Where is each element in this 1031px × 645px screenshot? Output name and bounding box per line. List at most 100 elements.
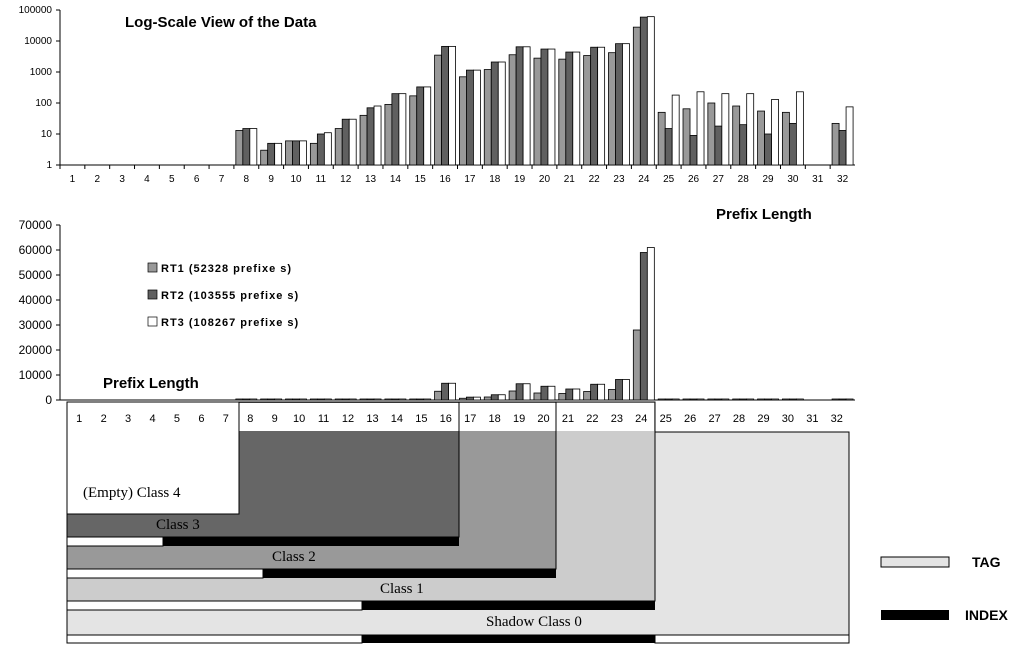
top-bar-series-2 xyxy=(292,140,300,166)
diagram-prefix-number: 18 xyxy=(489,413,501,425)
top-bar-series-3 xyxy=(348,118,357,166)
mid-bar-series-1 xyxy=(533,392,542,401)
top-y-tick-label: 10 xyxy=(41,129,53,140)
top-x-tick-label: 30 xyxy=(787,174,799,185)
top-x-tick-label: 16 xyxy=(440,174,452,185)
diagram-prefix-number: 13 xyxy=(366,413,378,425)
mid-y-tick-label: 40000 xyxy=(19,293,53,307)
top-y-tick-label: 10000 xyxy=(24,36,52,47)
class-4-label: (Empty) Class 4 xyxy=(83,485,181,501)
diagram-prefix-number: 31 xyxy=(806,413,818,425)
diagram-prefix-number: 12 xyxy=(342,413,354,425)
top-bar-series-3 xyxy=(398,93,407,166)
top-bar-series-3 xyxy=(448,45,456,166)
top-bar-series-2 xyxy=(366,107,375,166)
top-bar-series-1 xyxy=(757,110,765,166)
top-bar-series-3 xyxy=(249,128,258,166)
top-bar-series-2 xyxy=(466,69,474,166)
tag-key-label: TAG xyxy=(972,554,1001,570)
top-bar-series-1 xyxy=(409,95,418,166)
mid-bar-series-3 xyxy=(597,383,606,401)
legend-label-rt3: RT3 (108267 prefixe s) xyxy=(161,317,299,329)
class-1-index-bar xyxy=(362,601,655,610)
diagram-prefix-number: 4 xyxy=(149,413,155,425)
mid-bar-series-3 xyxy=(771,398,779,401)
top-x-tick-label: 1 xyxy=(70,174,76,185)
top-bar-series-2 xyxy=(714,125,723,166)
class-2-label: Class 2 xyxy=(272,549,316,565)
top-x-tick-label: 20 xyxy=(539,174,551,185)
diagram-prefix-number: 29 xyxy=(757,413,769,425)
diagram-prefix-number: 23 xyxy=(611,413,623,425)
top-bar-series-2 xyxy=(341,118,350,166)
top-bar-series-1 xyxy=(558,58,567,166)
mid-y-tick-label: 20000 xyxy=(19,343,53,357)
top-bar-series-3 xyxy=(671,94,680,166)
top-bar-series-2 xyxy=(565,51,574,166)
top-bar-series-3 xyxy=(646,16,655,166)
top-bar-series-3 xyxy=(547,48,556,166)
top-bar-series-1 xyxy=(533,57,542,166)
index-key-swatch xyxy=(881,610,949,620)
mid-bar-series-2 xyxy=(366,398,375,401)
mid-bar-series-3 xyxy=(373,398,382,401)
mid-bar-series-1 xyxy=(508,390,517,401)
diagram-prefix-number: 24 xyxy=(635,413,647,425)
mid-bar-series-1 xyxy=(260,398,269,401)
mid-bar-series-3 xyxy=(323,398,332,401)
diagram-prefix-number: 28 xyxy=(733,413,745,425)
class-0-index-bar xyxy=(362,635,655,643)
class-3-index-bar xyxy=(163,537,459,546)
top-bar-series-3 xyxy=(771,99,779,166)
mid-bar-series-2 xyxy=(714,398,723,401)
mid-bar-series-1 xyxy=(309,398,318,401)
top-y-tick-label: 1000 xyxy=(30,67,53,78)
tag-key-swatch xyxy=(880,556,950,568)
mid-bar-series-2 xyxy=(242,398,251,401)
top-bar-series-2 xyxy=(391,93,400,166)
top-x-tick-label: 25 xyxy=(663,174,675,185)
mid-bar-series-2 xyxy=(590,383,599,401)
diagram-prefix-number: 6 xyxy=(198,413,204,425)
mid-bar-series-2 xyxy=(689,398,698,401)
mid-bar-series-2 xyxy=(788,398,797,401)
mid-bar-series-3 xyxy=(398,398,407,401)
diagram-prefix-number: 2 xyxy=(101,413,107,425)
mid-bar-series-1 xyxy=(608,389,616,401)
mid-bar-series-2 xyxy=(341,398,350,401)
top-bar-series-1 xyxy=(483,69,492,166)
mid-bar-series-3 xyxy=(572,388,581,401)
top-x-tick-label: 29 xyxy=(762,174,774,185)
mid-y-tick-label: 50000 xyxy=(19,268,53,282)
top-bar-series-2 xyxy=(316,133,325,166)
diagram-prefix-number: 32 xyxy=(831,413,843,425)
diagram-prefix-number: 1 xyxy=(76,413,82,425)
diagram-prefix-number: 21 xyxy=(562,413,574,425)
diagram-prefix-number: 9 xyxy=(272,413,278,425)
mid-bar-series-2 xyxy=(838,398,847,401)
legend-swatch-rt1 xyxy=(147,262,158,273)
top-bar-series-1 xyxy=(235,130,244,166)
mid-bar-series-2 xyxy=(515,383,524,401)
mid-bar-series-3 xyxy=(348,398,357,401)
diagram-prefix-number: 20 xyxy=(537,413,549,425)
top-x-tick-label: 24 xyxy=(638,174,650,185)
top-bar-series-2 xyxy=(540,48,549,166)
top-bar-series-2 xyxy=(689,135,698,166)
top-x-tick-label: 6 xyxy=(194,174,200,185)
mid-bar-series-3 xyxy=(696,398,705,401)
top-x-axis-label: Prefix Length xyxy=(716,206,812,223)
top-bar-series-1 xyxy=(632,26,641,166)
mid-bar-series-2 xyxy=(540,385,549,401)
mid-bar-series-3 xyxy=(721,398,730,401)
top-bar-series-2 xyxy=(267,142,276,166)
index-key-label: INDEX xyxy=(965,607,1008,623)
top-bar-series-3 xyxy=(497,61,506,166)
mid-bar-series-2 xyxy=(615,379,623,401)
mid-bar-series-2 xyxy=(639,252,648,401)
mid-bars xyxy=(235,247,854,401)
top-x-tick-label: 28 xyxy=(738,174,750,185)
diagram-prefix-number: 25 xyxy=(660,413,672,425)
diagram-prefix-number: 17 xyxy=(464,413,476,425)
legend: RT1 (52328 prefixe s) RT2 (103555 prefix… xyxy=(147,262,299,329)
